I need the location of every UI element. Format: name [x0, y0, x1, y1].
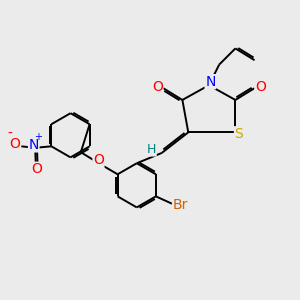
Text: +: +	[34, 132, 42, 142]
Text: H: H	[147, 143, 156, 156]
Text: N: N	[205, 75, 215, 89]
Text: N: N	[28, 138, 39, 152]
Text: O: O	[255, 80, 266, 94]
Text: O: O	[93, 154, 104, 167]
Text: -: -	[8, 127, 12, 140]
Text: O: O	[10, 137, 21, 151]
Text: O: O	[152, 80, 163, 94]
Text: S: S	[235, 127, 243, 141]
Text: Br: Br	[172, 198, 188, 212]
Text: O: O	[31, 162, 42, 176]
